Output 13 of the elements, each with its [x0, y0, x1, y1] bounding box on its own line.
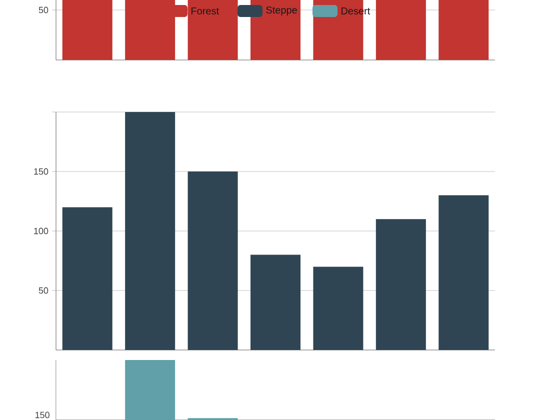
- bar: [62, 207, 112, 350]
- legend-label: Steppe: [266, 6, 297, 16]
- y-tick-label: 100: [34, 228, 48, 234]
- bar: [250, 254, 300, 350]
- y-tick-label: 50: [38, 6, 48, 14]
- bar: [376, 219, 426, 350]
- legend-label: Forest: [192, 8, 219, 14]
- bar: [313, 266, 364, 350]
- bar: [188, 171, 238, 350]
- y-tick-label: 150: [34, 168, 48, 175]
- y-tick-label: 50: [38, 287, 48, 294]
- bar: [125, 112, 176, 350]
- bar: [438, 195, 489, 350]
